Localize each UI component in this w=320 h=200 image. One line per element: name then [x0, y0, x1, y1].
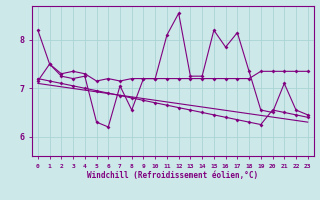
X-axis label: Windchill (Refroidissement éolien,°C): Windchill (Refroidissement éolien,°C)	[87, 171, 258, 180]
